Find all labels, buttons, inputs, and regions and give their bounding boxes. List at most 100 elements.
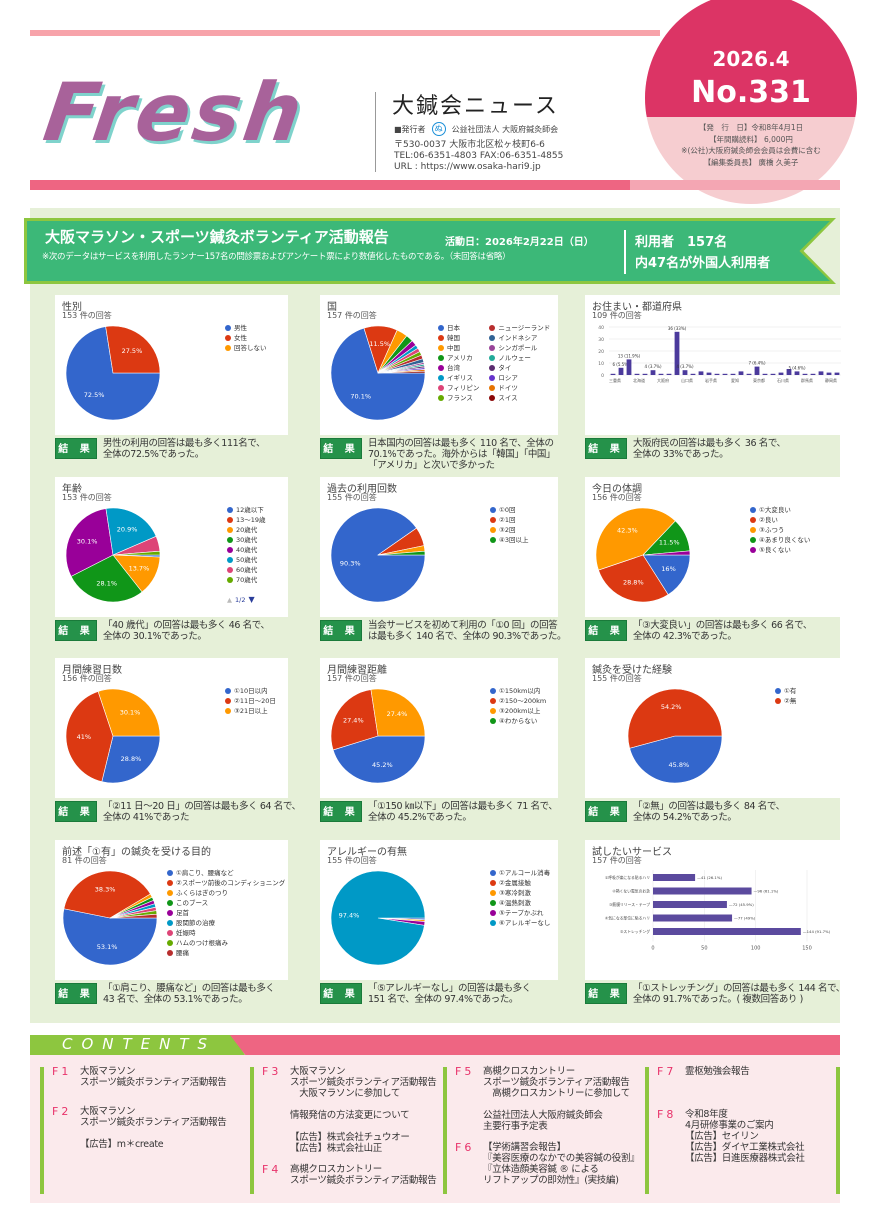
result-text: 「①150 ㎞以下」の回答は最も多く 71 名で、 全体の 45.2%であった。 xyxy=(368,801,558,823)
legend-label: ②150～200km xyxy=(499,697,547,705)
legend-label: 腰痛 xyxy=(176,949,189,957)
legend-label: 60歳代 xyxy=(236,566,258,574)
contents-entry[interactable]: F5 高槻クロスカントリー スポーツ鍼灸ボランティア活動報告 高槻クロスカントリーに… xyxy=(455,1066,639,1132)
chart-card: 年齢 153 件の回答 13.7% 28.1% 30.1% 20.9% 12歳以下 13～19… xyxy=(55,477,288,617)
legend-item: フィリピン xyxy=(438,383,479,393)
legend-label: ④3回以上 xyxy=(499,536,529,544)
legend-swatch xyxy=(490,718,496,724)
legend-swatch xyxy=(227,507,233,513)
legend-label: ①10日以内 xyxy=(234,687,268,695)
x-tick-label: 100 xyxy=(751,946,761,952)
contents-entry[interactable]: F4 高槻クロスカントリー スポーツ鍼灸ボランティア活動報告 xyxy=(262,1164,437,1186)
legend-item: ④温熱刺激 xyxy=(490,898,550,908)
legend-item: ノルウェー xyxy=(489,353,550,363)
result-text: 「⑤アレルギーなし」の回答は最も多く 151 名で、全体の 97.4%であった。 xyxy=(368,983,558,1005)
slice-label: 41% xyxy=(77,733,91,741)
chart-svg: 53.1% 38.3% xyxy=(62,870,158,966)
legend-item: インドネシア xyxy=(489,333,550,343)
legend-item: ③ふつう xyxy=(750,525,810,535)
pager-up-icon[interactable]: ▲ xyxy=(227,596,232,604)
entry-line: 4月研修事業のご案内 xyxy=(685,1120,774,1131)
response-count: 157 件の回答 xyxy=(592,856,642,865)
legend-item: ②150～200km xyxy=(490,696,546,706)
result-text: 日本国内の回答は最も多く 110 名で、全体の 70.1%であった。海外からは「韓… xyxy=(368,438,558,471)
response-count: 109 件の回答 xyxy=(592,311,642,320)
result-badge: 結 果 xyxy=(55,983,97,1004)
contents-entry[interactable]: F8 令和8年度 4月研修事業のご案内 【広告】セイリン 【広告】ダイヤ工業株式会社 【広… xyxy=(657,1109,805,1164)
legend-pager[interactable]: ▲ 1/2 ▼ xyxy=(227,595,266,605)
legend-label: 台湾 xyxy=(447,364,460,372)
result-badge: 結 果 xyxy=(320,983,362,1004)
chart-panel: アレルギーの有無 155 件の回答 97.4% ①アルコール消毒 ②金属接触 ③寒冷刺激 ④… xyxy=(320,840,558,1005)
entry-line: 主要行事予定表 xyxy=(483,1121,548,1132)
x-tick-label: 石川県 xyxy=(777,377,789,383)
response-count: 155 件の回答 xyxy=(327,856,377,865)
y-category-label: ⑤ストレッチング xyxy=(620,929,650,934)
chart-panel: 国 157 件の回答 70.1% 11.5% 日本 韓国 中国 アメリカ 台湾 イギリス フィリピン… xyxy=(320,295,558,471)
legend-swatch xyxy=(489,395,496,401)
legend-swatch xyxy=(489,355,496,361)
result-row: 結 果男性の利用の回答は最も多く111名で、 全体の72.5%であった。 xyxy=(55,438,288,460)
contents-title: CONTENTS xyxy=(62,1035,217,1053)
chart-svg: 70.1% 11.5% xyxy=(330,325,426,421)
legend-label: ③200km以上 xyxy=(499,707,541,715)
result-row: 結 果「②無」の回答は最も多く 84 名で、 全体の 54.2%であった。 xyxy=(585,801,847,823)
bar xyxy=(802,373,808,375)
publisher-label: ■発行者 xyxy=(394,124,426,134)
result-line: 全体の 45.2%であった。 xyxy=(368,812,472,823)
legend-item: 中国 xyxy=(438,343,479,353)
legend-label: インドネシア xyxy=(498,334,538,342)
entry-line: 情報発信の方法変更について xyxy=(290,1110,410,1121)
legend-label: ①アルコール消毒 xyxy=(499,869,551,877)
legend-swatch xyxy=(227,517,233,523)
chart-card: 月間練習日数 156 件の回答 28.8% 41% 30.1% ①10日以内 ②11日～20… xyxy=(55,658,288,798)
chart-svg: 0 50 100 150 ①呼吸が楽になる貼るハリ —41 (26.1%) ②熱くない電気の… xyxy=(605,870,831,952)
chart-legend: 12歳以下 13～19歳 20歳代 30歳代 40歳代 50歳代 60歳代 70歳代 ▲ 1/2 ▼ xyxy=(227,505,266,605)
contents-entry[interactable]: F2 大阪マラソン スポーツ鍼灸ボランティア活動報告 【広告】m＊create xyxy=(52,1106,227,1150)
legend-item: 台湾 xyxy=(438,363,479,373)
legend-swatch xyxy=(167,900,173,906)
pie-slice xyxy=(629,735,723,784)
contents-entry[interactable]: F7 霊枢勉強会報告 xyxy=(657,1066,805,1099)
result-line: 「アメリカ」と次いで多かった xyxy=(368,460,495,471)
bar xyxy=(786,369,792,375)
x-tick-label: 0 xyxy=(651,946,654,952)
legend-item: ③寒冷刺激 xyxy=(490,888,550,898)
result-badge: 結 果 xyxy=(320,438,362,459)
result-text: 「③大変良い」の回答は最も多く 66 名で、 全体の 42.3%であった。 xyxy=(633,620,847,642)
contents-body xyxy=(30,1055,840,1203)
entry-line: スポーツ鍼灸ボランティア活動報告 xyxy=(290,1175,437,1186)
bar xyxy=(738,371,744,375)
report-banner xyxy=(27,221,830,281)
legend-label: イギリス xyxy=(447,374,473,382)
chart-svg: 72.5% 27.5% xyxy=(65,325,161,421)
bar xyxy=(653,874,696,881)
entry-line: 大阪マラソンに参加して xyxy=(290,1088,401,1099)
legend-item: ⑤テープかぶれ xyxy=(490,908,550,918)
legend-label: ④温熱刺激 xyxy=(499,899,531,907)
bar xyxy=(746,373,752,375)
slice-label: 11.5% xyxy=(369,340,390,348)
legend-item: 腰痛 xyxy=(167,948,285,958)
result-line: 「40 歳代」の回答は最も多く 46 名で、 xyxy=(103,620,270,631)
legend-item: ⑤良くない xyxy=(750,545,810,555)
entry-lines: 高槻クロスカントリー スポーツ鍼灸ボランティア活動報告 xyxy=(290,1164,437,1186)
legend-swatch xyxy=(489,345,496,351)
legend-swatch xyxy=(167,940,173,946)
chart-title: 国 xyxy=(327,302,337,313)
slice-label: 28.8% xyxy=(623,578,644,586)
contents-entry[interactable]: F6 【学術講習会報告】 『美容医療のなかでの美容鍼の役割』 『立体造顔美容鍼 ® に… xyxy=(455,1142,640,1186)
legend-swatch xyxy=(438,355,444,361)
url-line[interactable]: URL : https://www.osaka-hari9.jp xyxy=(394,162,541,172)
page-label: F7 xyxy=(657,1065,677,1078)
address-block: 〒530-0037 大阪市北区松ヶ枝町6-6 TEL:06-6351-4803 … xyxy=(394,140,563,173)
entry-line: 霊枢勉強会報告 xyxy=(685,1066,750,1077)
contents-entry[interactable]: F1 大阪マラソン スポーツ鍼灸ボランティア活動報告 xyxy=(52,1066,227,1088)
legend-swatch xyxy=(438,395,444,401)
entry-line: 高槻クロスカントリー xyxy=(483,1066,576,1077)
pager-down-icon[interactable]: ▼ xyxy=(248,595,255,604)
chart-panel: 月間練習距離 157 件の回答 45.2% 27.4% 27.4% ①150km以内 ②15… xyxy=(320,658,558,823)
contents-entry[interactable]: F3 大阪マラソン スポーツ鍼灸ボランティア活動報告 大阪マラソンに参加して 情報発… xyxy=(262,1066,437,1154)
response-count: 157 件の回答 xyxy=(327,674,377,683)
legend-swatch xyxy=(489,365,496,371)
